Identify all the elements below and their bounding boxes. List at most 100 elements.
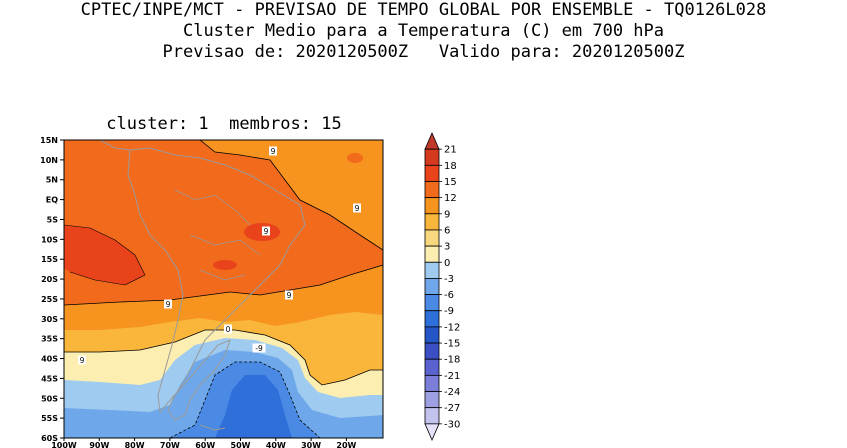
contour-12-west — [64, 224, 146, 286]
lat-label: 25S — [41, 295, 58, 304]
colorbar-label: 15 — [444, 177, 457, 188]
colorbar-swatch — [424, 358, 440, 376]
contour-label: 9 — [164, 299, 172, 309]
country-borders — [174, 189, 261, 281]
colorbar-label: -21 — [444, 371, 460, 382]
svg-text:9: 9 — [287, 291, 292, 300]
colorbar-swatch — [424, 197, 440, 215]
colorbar-label: 9 — [444, 209, 450, 220]
colorbar-swatch — [424, 148, 440, 166]
colorbar-label: -18 — [444, 355, 460, 366]
svg-text:9: 9 — [80, 356, 85, 365]
contour-label: 9 — [353, 203, 361, 213]
colorbar-swatch — [424, 374, 440, 392]
colorbar-label: 0 — [444, 258, 450, 269]
colorbar-swatch — [424, 164, 440, 182]
lat-label: 60S — [41, 434, 58, 443]
header-title-line-3: Previsao de: 2020120500Z Valido para: 20… — [162, 42, 685, 62]
lon-label: 100W — [51, 441, 77, 448]
band-neg12-neg9 — [215, 375, 292, 438]
colorbar-label: 3 — [444, 242, 450, 253]
temperature-field — [64, 140, 383, 438]
colorbar-label: 6 — [444, 225, 450, 236]
svg-text:9: 9 — [264, 227, 269, 236]
lat-label: 30S — [41, 315, 58, 324]
contour-labels: 9 9 9 9 9 0 -9 9 — [78, 146, 361, 365]
colorbar-swatch — [424, 131, 440, 150]
colorbar-swatch — [424, 181, 440, 199]
colorbar-label: 18 — [444, 161, 457, 172]
blob-12-north-east — [347, 153, 363, 163]
colorbar-label: -27 — [444, 403, 460, 414]
colorbar-swatch — [424, 326, 440, 344]
longitude-axis: 100W 90W 80W 70W 60W 50W 40W 30W 20W — [51, 438, 357, 448]
contour-label: 9 — [78, 355, 86, 365]
colorbar-swatch — [424, 423, 440, 442]
colorbar-label: -30 — [444, 419, 460, 430]
lat-label: 50S — [41, 394, 58, 403]
map-frame — [63, 139, 384, 439]
contour-0 — [64, 329, 383, 386]
colorbar-swatch — [424, 407, 440, 425]
lat-label: 45S — [41, 374, 58, 383]
colorbar-label: 12 — [444, 193, 457, 204]
lon-label: 30W — [301, 441, 321, 448]
band-6-9-northeast — [200, 140, 383, 250]
colorbar-swatch — [424, 229, 440, 247]
lat-label: 15S — [41, 255, 58, 264]
colorbar-label: -9 — [444, 306, 454, 317]
lat-label: 55S — [41, 414, 58, 423]
lat-label: 5S — [47, 215, 59, 224]
coastline-falklands — [199, 424, 226, 431]
colorbar-swatch — [424, 261, 440, 279]
lat-label: 10S — [41, 235, 58, 244]
lon-label: 60W — [195, 441, 215, 448]
coastline-central-america — [99, 140, 131, 151]
lon-label: 80W — [125, 441, 145, 448]
colorbar-label: 21 — [444, 145, 457, 156]
svg-text:-9: -9 — [255, 344, 263, 353]
colorbar-swatch — [424, 278, 440, 295]
contour-label: 9 — [262, 226, 270, 236]
lon-label: 40W — [266, 441, 286, 448]
lon-label: 90W — [89, 441, 109, 448]
lat-label: 20S — [41, 275, 58, 284]
contour-label: 0 — [224, 324, 232, 334]
lon-label: 70W — [160, 441, 180, 448]
svg-text:0: 0 — [226, 325, 231, 334]
colorbar-label: -15 — [444, 339, 460, 350]
lat-label: 35S — [41, 335, 58, 344]
blob-12-central — [213, 260, 237, 270]
lat-label: 15N — [40, 136, 58, 145]
contour-label: -9 — [252, 343, 266, 353]
contour-label: 9 — [269, 146, 277, 156]
colorbar-swatch — [424, 391, 440, 409]
colorbar-label: -3 — [444, 274, 454, 285]
header-title-line-1: CPTEC/INPE/MCT - PREVISAO DE TEMPO GLOBA… — [80, 0, 767, 20]
colorbar-swatch — [424, 213, 440, 231]
colorbar-swatch — [424, 342, 440, 360]
svg-text:9: 9 — [271, 147, 276, 156]
panel-title: cluster: 1 membros: 15 — [106, 114, 342, 134]
svg-text:9: 9 — [166, 300, 171, 309]
latitude-axis: 15N 10N 5N EQ 5S 10S 15S 20S 25S 30S 35S 40S 45S 50S 5… — [40, 136, 64, 443]
colorbar-swatch — [424, 294, 440, 312]
band-12-15-west — [64, 225, 145, 285]
contour-label: 9 — [285, 290, 293, 300]
svg-text:9: 9 — [355, 204, 360, 213]
colorbar: 21 18 15 12 9 6 3 0 -3 -6 -9 -12 -15 -18 -21 -24 -27 -30 — [424, 131, 460, 442]
lat-label: 40S — [41, 355, 58, 364]
lon-label: 20W — [336, 441, 356, 448]
colorbar-swatch — [424, 310, 440, 328]
header-title-line-2: Cluster Medio para a Temperatura (C) em … — [182, 21, 665, 41]
colorbar-swatch — [424, 245, 440, 263]
colorbar-label: -6 — [444, 290, 454, 301]
lat-label: 10N — [40, 156, 58, 165]
contour-neg9 — [169, 361, 321, 438]
lat-label: 5N — [46, 176, 58, 185]
lat-label: EQ — [46, 196, 58, 205]
lon-label: 50W — [231, 441, 251, 448]
contour-9-south — [64, 264, 383, 306]
coastline-south-america — [127, 147, 306, 421]
